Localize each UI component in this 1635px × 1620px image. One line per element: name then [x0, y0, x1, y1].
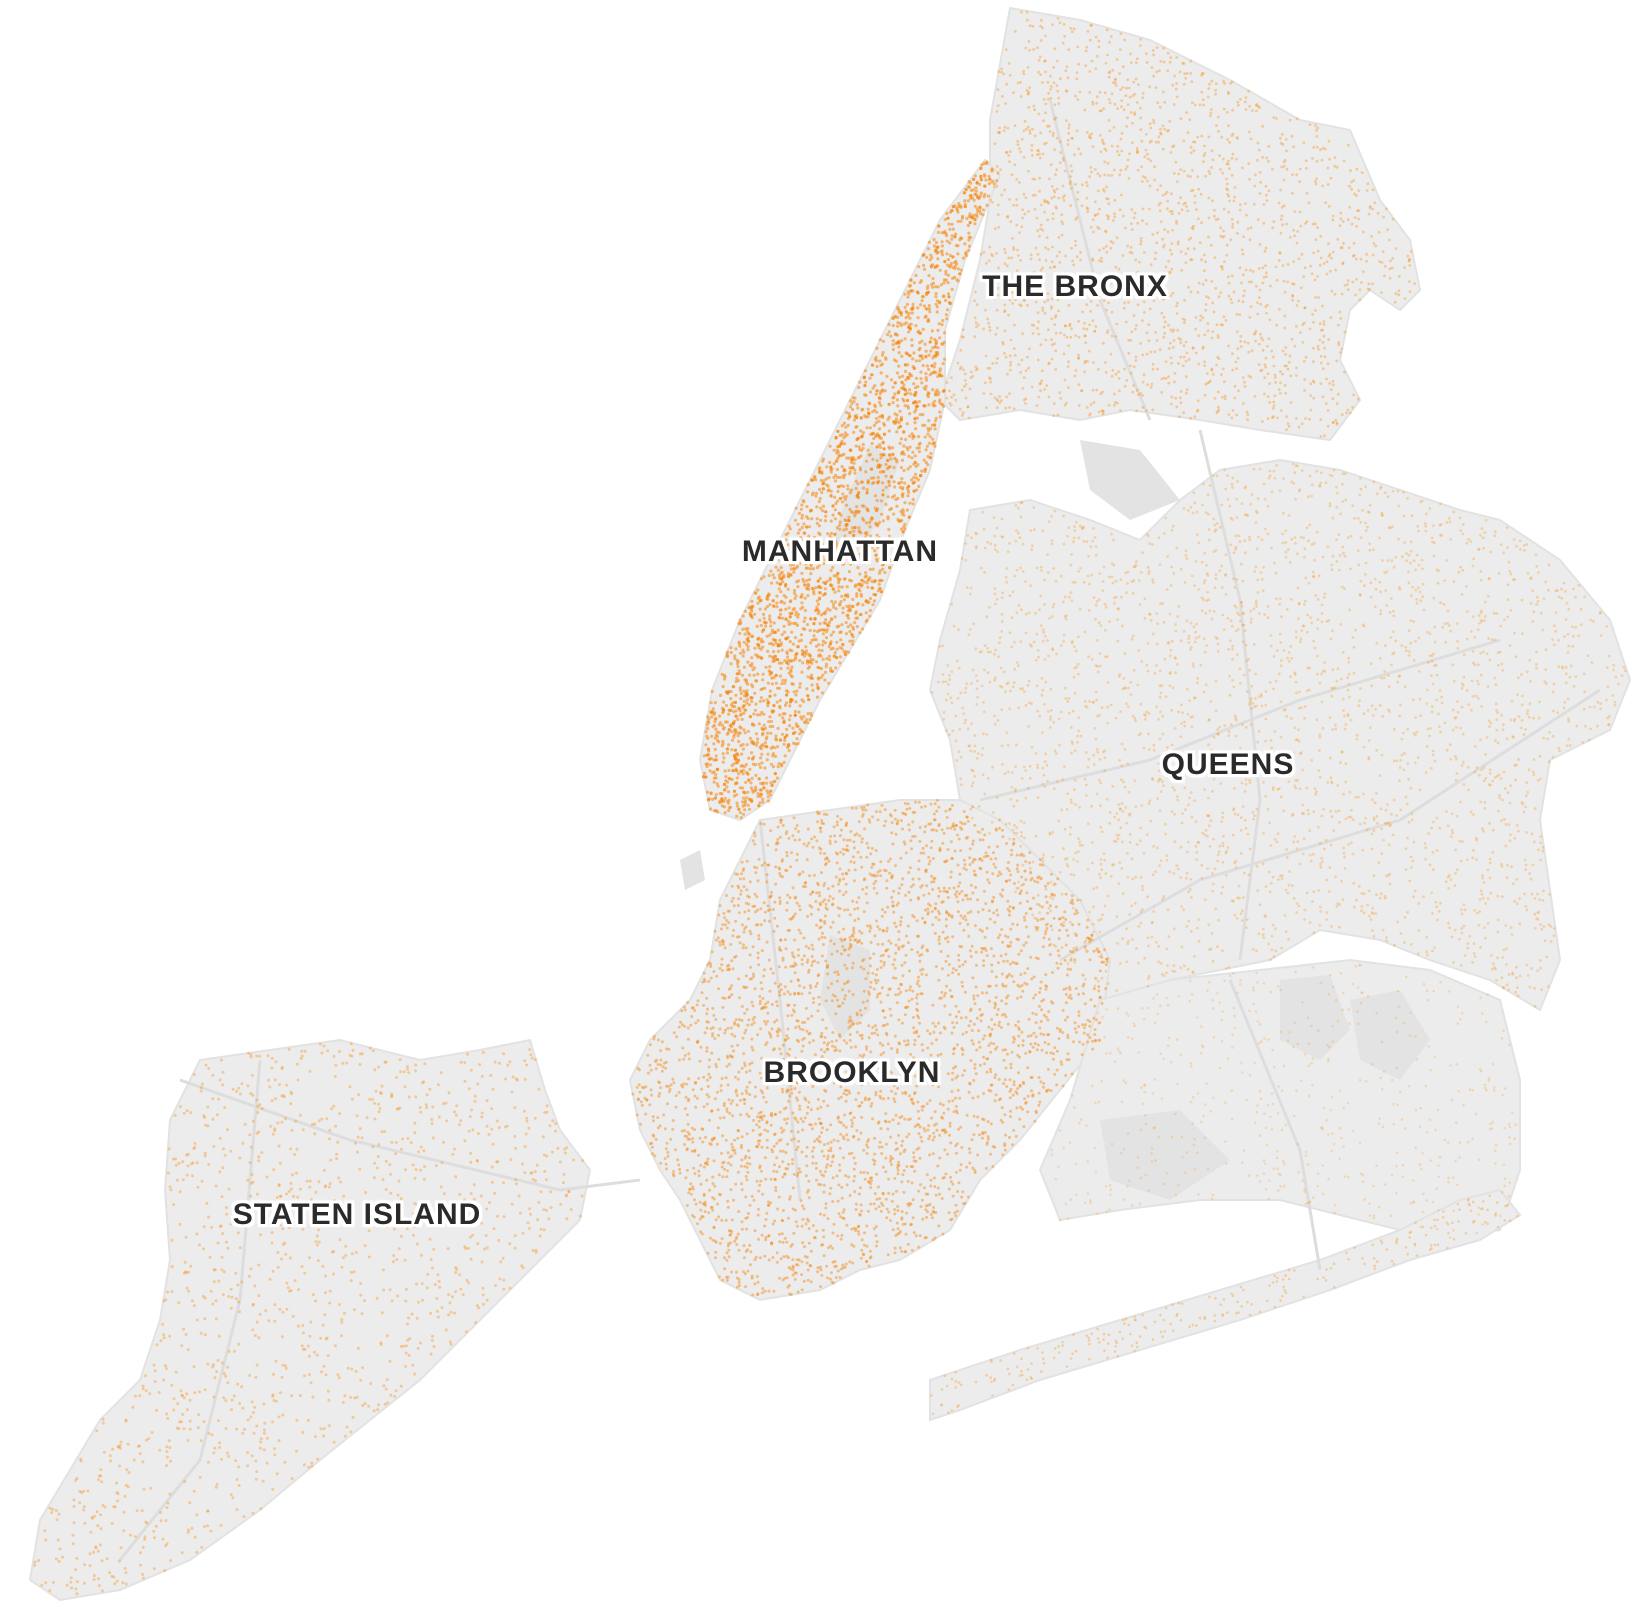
- road-line: [1228, 979, 1322, 1271]
- population-dots: [33, 10, 1627, 1596]
- staten-island-landmass: [28, 1038, 592, 1602]
- road-layer: [118, 99, 1601, 1561]
- label-brooklyn: BROOKLYN: [763, 1056, 941, 1089]
- brooklyn-landmass: [628, 799, 1112, 1302]
- park-area: [680, 850, 705, 890]
- road-line: [758, 819, 802, 1201]
- park-area: [1100, 1110, 1230, 1200]
- road-line: [118, 1059, 262, 1561]
- bronx-landmass: [938, 6, 1422, 442]
- park-area: [830, 445, 900, 560]
- road-line: [179, 1078, 641, 1192]
- label-staten-island: STATEN ISLAND: [232, 1198, 482, 1231]
- park-area: [1350, 990, 1430, 1080]
- park-area: [820, 935, 870, 1040]
- road-line: [1059, 688, 1601, 962]
- label-manhattan: MANHATTAN: [741, 535, 939, 568]
- road-line: [1048, 99, 1152, 421]
- rockaway-landmass: [929, 1188, 1522, 1422]
- park-area: [1280, 975, 1350, 1060]
- land-layer: [28, 6, 1632, 1602]
- road-line: [1198, 429, 1262, 961]
- label-the-bronx: THE BRONX: [982, 270, 1168, 303]
- park-area: [1080, 440, 1180, 520]
- label-queens: QUEENS: [1161, 748, 1295, 781]
- road-line: [979, 638, 1501, 802]
- park-layer: [680, 440, 1430, 1200]
